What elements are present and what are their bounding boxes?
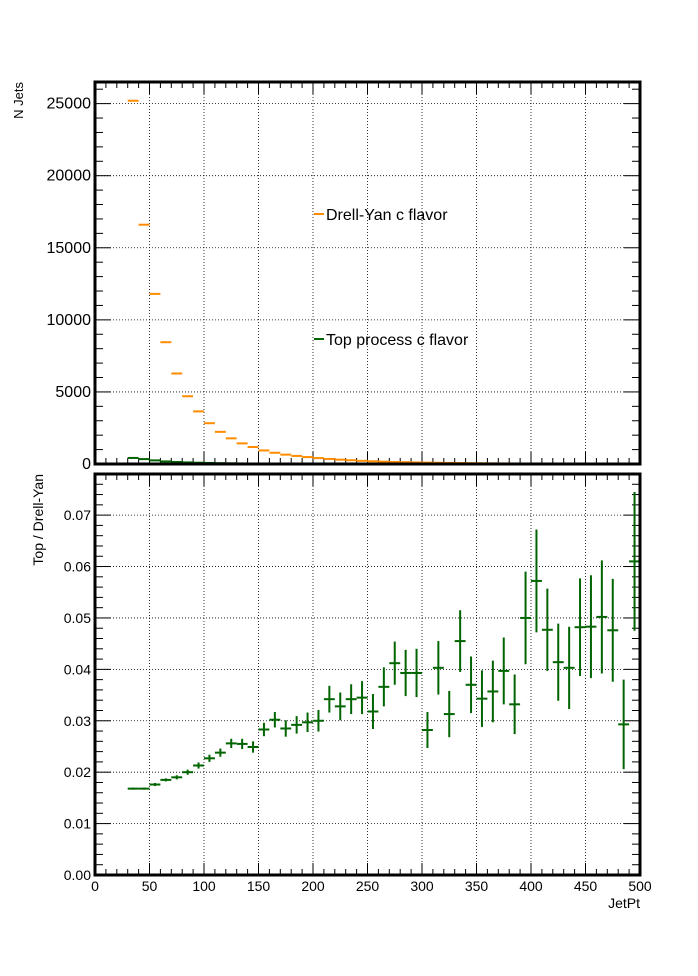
data-point-ratio (182, 769, 194, 775)
x-tick-label: 450 (574, 878, 598, 894)
data-point-ratio (225, 738, 237, 749)
data-point-ratio (400, 649, 412, 697)
top-panel-y-tick-labels: 0 5000 10000 15000 20000 25000 (47, 96, 92, 473)
data-point-ratio (323, 685, 335, 713)
data-point-ratio (509, 674, 521, 735)
data-point-ratio (269, 712, 281, 728)
legend: Drell-Yan c flavor Top process c flavor (314, 207, 469, 349)
ratio-panel-frame (93, 472, 642, 877)
x-tick-label: 250 (356, 878, 380, 894)
ratio-panel-marks (127, 491, 640, 790)
x-tick-label: 200 (301, 878, 325, 894)
x-tick-label: 400 (519, 878, 543, 894)
data-point-ratio (552, 623, 564, 701)
y-tick-label: 20000 (47, 168, 92, 185)
data-point-ratio (541, 588, 553, 671)
data-point-ratio (629, 491, 640, 631)
ratio-panel-x-axis-label: JetPt (608, 895, 640, 911)
data-point-ratio (291, 716, 303, 734)
y-tick-label: 15000 (47, 240, 92, 257)
legend-label-top-process: Top process c flavor (326, 332, 469, 349)
data-point-ratio (422, 712, 433, 749)
data-point-ratio (302, 712, 313, 733)
y-tick-label: 0.00 (64, 867, 91, 883)
x-tick-label: 300 (410, 878, 434, 894)
data-point-ratio (454, 610, 466, 672)
data-point-ratio (334, 692, 346, 721)
top-panel-y-axis-label: N Jets (11, 82, 26, 119)
data-point-ratio (531, 529, 542, 633)
data-point-ratio (127, 787, 139, 790)
data-point-ratio (149, 782, 161, 787)
data-point-ratio (607, 578, 619, 682)
ratio-panel-grid (95, 474, 640, 875)
data-point-ratio (258, 722, 270, 737)
x-tick-label: 100 (192, 878, 216, 894)
data-point-ratio (280, 720, 292, 737)
ratio-panel-tick-labels: 0 50 100 150 200 250 300 350 400 450 500 0.00 0.01 0.… (64, 507, 652, 894)
data-point-ratio (313, 709, 324, 732)
x-tick-label: 150 (247, 878, 271, 894)
top-panel: 0 5000 10000 15000 20000 25000 N Jets Drell-Y… (11, 80, 642, 473)
data-point-ratio (204, 754, 215, 762)
data-point-ratio (563, 626, 575, 709)
y-tick-label: 0.07 (64, 507, 91, 523)
y-tick-label: 0.04 (64, 661, 91, 677)
y-tick-label: 5000 (55, 384, 91, 401)
data-point-ratio (432, 641, 444, 695)
data-point-ratio (389, 641, 401, 685)
top-panel-grid (95, 82, 640, 464)
y-tick-label: 0.02 (64, 764, 91, 780)
x-tick-label: 500 (628, 878, 652, 894)
data-point-ratio (160, 778, 172, 782)
y-tick-label: 0.05 (64, 610, 91, 626)
data-point-ratio (367, 694, 379, 729)
legend-label-drell-yan: Drell-Yan c flavor (326, 207, 448, 224)
data-point-ratio (585, 575, 597, 679)
data-point-ratio (236, 738, 248, 750)
data-point-ratio (138, 787, 150, 790)
data-point-ratio (618, 679, 630, 770)
y-tick-label: 10000 (47, 312, 92, 329)
x-tick-label: 50 (142, 878, 158, 894)
data-point-ratio (476, 670, 488, 727)
y-tick-label: 0.03 (64, 713, 91, 729)
y-tick-label: 0.01 (64, 816, 91, 832)
data-point-ratio (247, 741, 259, 753)
top-panel-frame (93, 80, 642, 466)
data-point-ratio (171, 775, 183, 780)
y-tick-label: 0 (82, 456, 91, 473)
data-point-ratio (487, 660, 499, 723)
data-point-ratio (520, 571, 531, 665)
data-point-ratio (345, 684, 357, 715)
data-point-ratio (193, 762, 204, 769)
data-point-ratio (378, 667, 390, 707)
x-tick-label: 350 (465, 878, 489, 894)
y-tick-label: 0.06 (64, 559, 91, 575)
x-tick-label: 0 (91, 878, 99, 894)
data-point-ratio (574, 578, 586, 677)
data-point-ratio (356, 681, 368, 715)
data-point-ratio (596, 560, 608, 674)
data-point-ratio (443, 690, 455, 738)
data-point-ratio (411, 648, 422, 698)
data-point-ratio (465, 656, 477, 714)
ratio-panel: 0 50 100 150 200 250 300 350 400 450 500 0.00 0.01 0.… (30, 472, 652, 911)
y-tick-label: 25000 (47, 96, 92, 113)
data-point-ratio (498, 637, 510, 705)
ratio-panel-y-axis-label: Top / Drell-Yan (30, 474, 46, 566)
data-point-ratio (214, 748, 226, 757)
